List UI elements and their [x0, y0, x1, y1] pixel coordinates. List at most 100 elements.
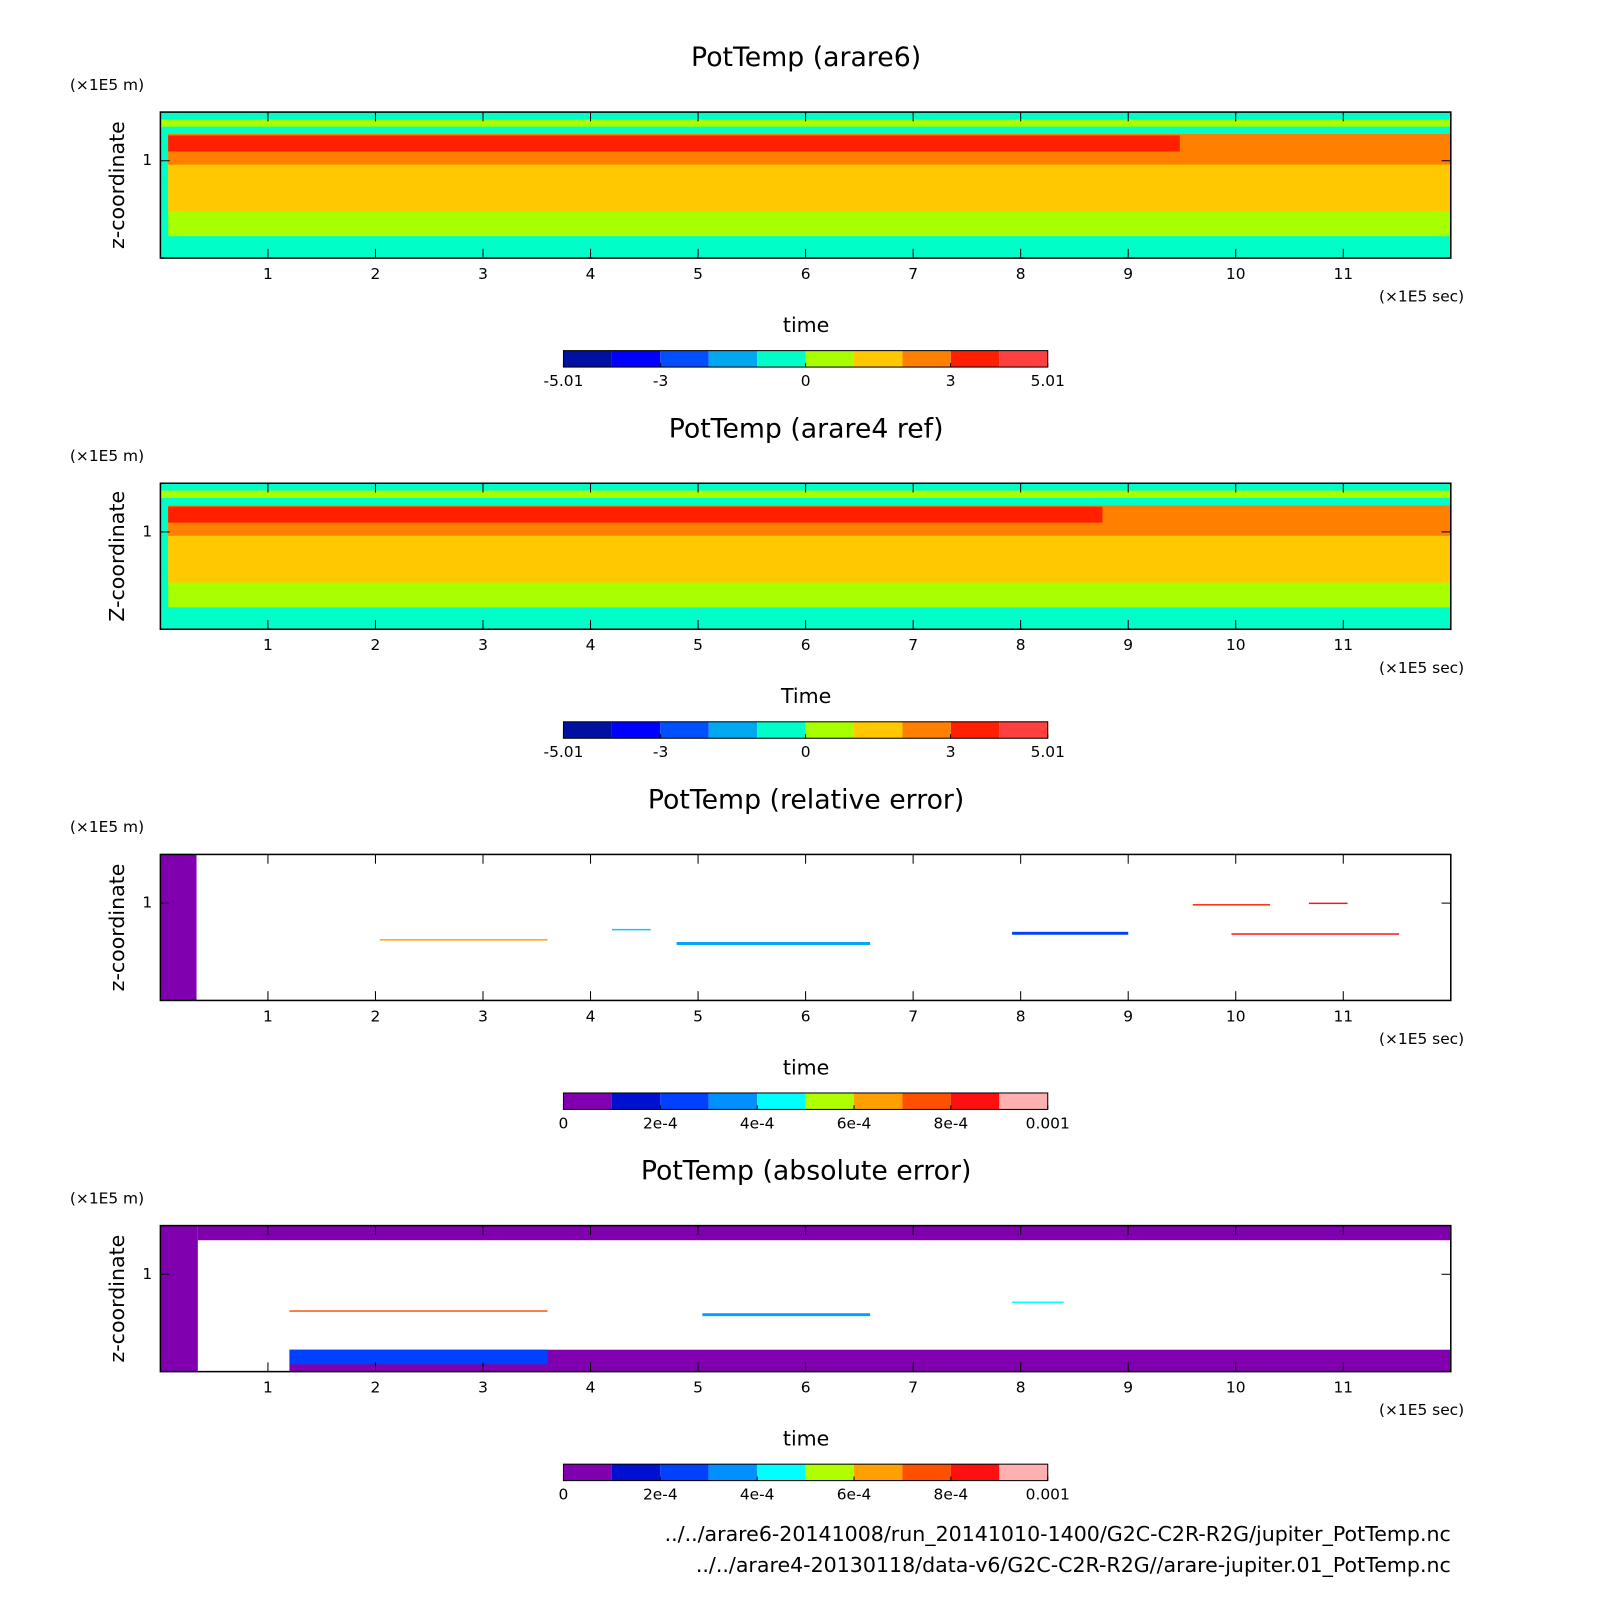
y-tick-label: 1 — [142, 1265, 152, 1283]
x-tick-label: 3 — [478, 636, 488, 654]
colorbar-swatch — [708, 350, 758, 368]
x-tick-label: 2 — [371, 636, 381, 654]
colorbar-swatch — [854, 1464, 903, 1481]
x-tick-label: 1 — [263, 265, 273, 283]
x-unit: (×1E5 sec) — [1379, 1030, 1464, 1048]
x-unit: (×1E5 sec) — [1379, 1401, 1464, 1419]
x-tick-label: 8 — [1016, 636, 1026, 654]
x-label: time — [783, 313, 829, 337]
colorbar-swatch — [708, 1464, 758, 1481]
colorbar-swatch — [854, 721, 903, 739]
x-tick-label: 9 — [1123, 636, 1133, 654]
field-region — [289, 1349, 1451, 1372]
x-tick-label: 2 — [371, 1007, 381, 1025]
field-region — [1231, 933, 1400, 935]
panel-title: PotTemp (absolute error) — [641, 1156, 972, 1187]
colorbar-swatch — [660, 1464, 709, 1481]
colorbar-swatch — [611, 721, 661, 739]
x-tick-label: 9 — [1123, 1007, 1133, 1025]
x-tick-label: 10 — [1226, 1007, 1246, 1025]
colorbar-swatch — [999, 1092, 1048, 1110]
colorbar-swatch — [708, 721, 758, 739]
y-label: z-coordinate — [105, 1235, 129, 1363]
x-tick-label: 6 — [801, 1379, 811, 1397]
colorbar-tick-label: 6e-4 — [837, 1486, 872, 1504]
y-label: z-coordinate — [105, 121, 129, 249]
x-tick-label: 9 — [1123, 265, 1133, 283]
colorbar-swatch — [950, 721, 1000, 739]
y-unit: (×1E5 m) — [70, 447, 144, 465]
x-tick-label: 1 — [263, 636, 273, 654]
y-label: z-coordinate — [105, 864, 129, 992]
colorbar-tick-label: 8e-4 — [934, 1486, 969, 1504]
x-tick-label: 11 — [1333, 636, 1353, 654]
field-region — [168, 135, 1180, 152]
y-tick-label: 1 — [142, 894, 152, 912]
colorbar-tick-label: 0.001 — [1026, 1486, 1070, 1504]
colorbar-swatch — [902, 350, 951, 368]
colorbar-tick-label: 6e-4 — [837, 1114, 872, 1132]
x-tick-label: 11 — [1333, 1007, 1353, 1025]
colorbar-swatch — [757, 350, 806, 368]
field-region — [197, 1225, 1451, 1241]
panel-title: PotTemp (relative error) — [648, 784, 965, 815]
x-tick-label: 10 — [1226, 1379, 1246, 1397]
colorbar-swatch — [563, 350, 612, 368]
y-tick-label: 1 — [142, 522, 152, 540]
field-region — [612, 928, 651, 931]
colorbar-tick-label: 4e-4 — [740, 1114, 775, 1132]
field-region — [168, 506, 1103, 523]
colorbar-tick-label: 2e-4 — [643, 1486, 678, 1504]
colorbar-swatch — [660, 1092, 709, 1110]
x-unit: (×1E5 sec) — [1379, 288, 1464, 306]
colorbar-swatch — [611, 1464, 661, 1481]
colorbar-swatch — [757, 1092, 806, 1110]
x-tick-label: 1 — [263, 1379, 273, 1397]
x-tick-label: 7 — [908, 636, 918, 654]
colorbar-swatch — [999, 350, 1048, 368]
colorbar-tick-label: 5.01 — [1031, 372, 1065, 390]
footer-line: ../../arare4-20130118/data-v6/G2C-C2R-R2… — [696, 1553, 1451, 1577]
x-unit: (×1E5 sec) — [1379, 659, 1464, 677]
colorbar-tick-label: 0 — [801, 372, 811, 390]
x-tick-label: 10 — [1226, 265, 1246, 283]
field-region — [379, 939, 548, 941]
colorbar-swatch — [805, 1464, 855, 1481]
colorbar-swatch — [950, 350, 1000, 368]
x-tick-label: 2 — [371, 265, 381, 283]
y-tick-label: 1 — [142, 151, 152, 169]
x-tick-label: 8 — [1016, 1379, 1026, 1397]
colorbar-tick-label: 2e-4 — [643, 1114, 678, 1132]
colorbar-frame — [562, 1463, 1049, 1482]
colorbar-swatch — [805, 1092, 855, 1110]
colorbar-swatch — [611, 350, 661, 368]
x-tick-label: 4 — [586, 636, 596, 654]
field-region — [676, 942, 871, 945]
x-tick-label: 2 — [371, 1379, 381, 1397]
y-unit: (×1E5 m) — [70, 1189, 144, 1207]
x-tick-label: 10 — [1226, 636, 1246, 654]
colorbar-tick-label: 4e-4 — [740, 1486, 775, 1504]
x-tick-label: 6 — [801, 265, 811, 283]
plot-frame — [159, 853, 1452, 1002]
colorbar-swatch — [563, 1464, 612, 1481]
x-tick-label: 7 — [908, 265, 918, 283]
x-tick-label: 7 — [908, 1379, 918, 1397]
y-unit: (×1E5 m) — [70, 818, 144, 836]
colorbar-swatch — [563, 1092, 612, 1110]
x-tick-label: 4 — [586, 265, 596, 283]
field-region — [160, 490, 1451, 498]
colorbar-swatch — [999, 1464, 1048, 1481]
field-region — [702, 1313, 871, 1317]
footer-line: ../../arare6-20141008/run_20141010-1400/… — [665, 1522, 1451, 1546]
field-region — [160, 119, 1451, 127]
colorbar-tick-label: 0 — [559, 1486, 569, 1504]
colorbar-swatch — [805, 350, 855, 368]
field-region — [1192, 904, 1271, 906]
colorbar-swatch — [902, 1092, 951, 1110]
panel-title: PotTemp (arare6) — [691, 42, 921, 73]
x-tick-label: 5 — [693, 1379, 703, 1397]
colorbar-tick-label: 8e-4 — [934, 1114, 969, 1132]
x-label: time — [783, 1055, 829, 1079]
